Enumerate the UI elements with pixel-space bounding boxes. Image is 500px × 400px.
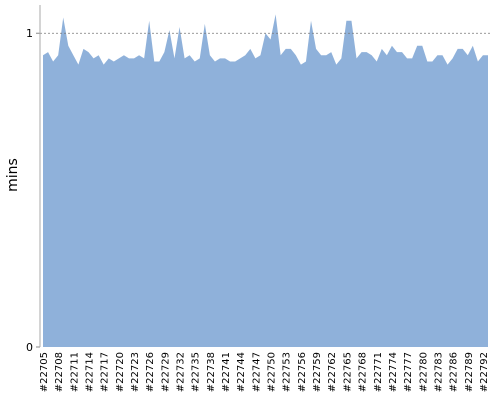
x-tick-label: #22735 [191,352,202,392]
x-tick-label: #22759 [312,352,323,392]
x-tick-label: #22747 [251,352,262,392]
x-tick-label: #22792 [479,352,490,392]
y-axis-label: mins [5,158,21,192]
x-tick-label: #22786 [449,352,460,392]
area [43,14,488,348]
x-tick-label: #22729 [160,352,171,392]
x-tick-label: #22720 [115,352,126,392]
x-tick-label: #22765 [342,352,353,392]
x-tick-label: #22789 [464,352,475,392]
x-tick-label: #22750 [267,352,278,392]
x-tick-label: #22762 [327,352,338,392]
x-tick-label: #22726 [145,352,156,392]
x-tick-label: #22708 [54,352,65,392]
x-tick-label: #22714 [85,352,96,392]
x-tick-label: #22780 [418,352,429,392]
x-tick-label: #22753 [282,352,293,392]
y-tick-label: 0 [26,341,33,354]
y-tick-label: 1 [26,27,33,40]
x-tick-label: #22741 [221,352,232,392]
x-tick-label: #22717 [100,352,111,392]
x-tick-label: #22756 [297,352,308,392]
x-tick-label: #22783 [433,352,444,392]
x-tick-label: #22732 [176,352,187,392]
x-tick-label: #22711 [69,352,80,392]
x-tick-label: #22774 [388,352,399,392]
x-tick-label: #22705 [39,352,50,392]
x-tick-label: #22744 [236,352,247,392]
x-tick-label: #22771 [373,352,384,392]
x-tick-label: #22738 [206,352,217,392]
x-tick-label: #22723 [130,352,141,392]
x-tick-label: #22768 [358,352,369,392]
x-tick-label: #22777 [403,352,414,392]
